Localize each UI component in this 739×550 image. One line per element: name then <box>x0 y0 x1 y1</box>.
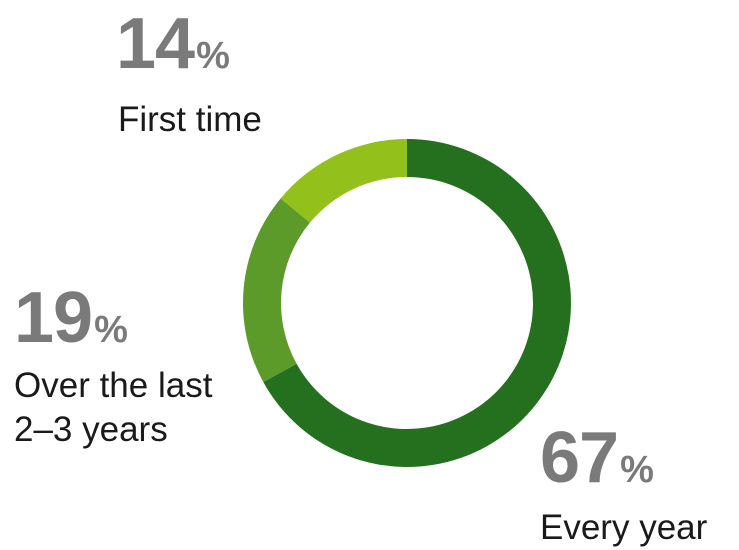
percentage-label-first-time: 14% <box>116 8 262 80</box>
percentage-label-every-year: 67% <box>540 422 707 494</box>
percent-sign-first-time: % <box>196 35 230 77</box>
callout-every-year: 67% Every year <box>540 422 707 550</box>
percentage-value-last-2-3-years: 19 <box>14 278 93 358</box>
callout-last-2-3-years: 19% Over the last 2–3 years <box>14 282 212 452</box>
percent-sign-every-year: % <box>620 449 654 491</box>
percent-sign-last-2-3-years: % <box>94 309 128 351</box>
callout-first-time: 14% First time <box>116 8 262 142</box>
donut-segment-last-2-3-years <box>243 198 310 383</box>
donut-segment-first-time <box>280 139 407 223</box>
category-label-last-2-3-years: Over the last 2–3 years <box>14 366 213 449</box>
category-label-every-year: Every year <box>540 508 708 547</box>
percentage-value-first-time: 14 <box>116 4 195 84</box>
percentage-label-last-2-3-years: 19% <box>14 282 212 354</box>
percentage-value-every-year: 67 <box>540 418 619 498</box>
category-label-first-time: First time <box>118 100 262 139</box>
